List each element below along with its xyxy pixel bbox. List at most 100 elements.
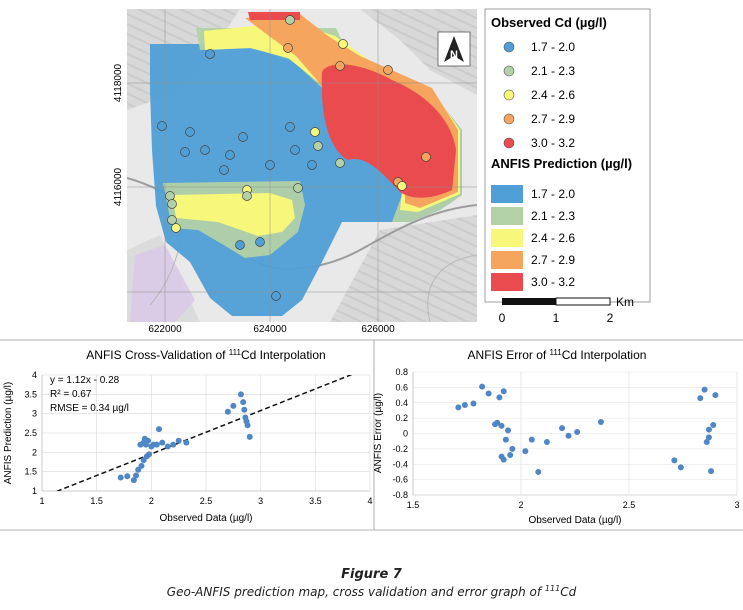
err-data-point: [461, 402, 468, 409]
err-data-point: [565, 432, 572, 439]
err-data-point: [479, 383, 486, 390]
legend-prediction-title: ANFIS Prediction (µg/l): [491, 156, 632, 171]
legend-prediction-label: 2.7 - 2.9: [531, 253, 575, 267]
cv-data-point: [133, 472, 140, 479]
observed-point: [235, 240, 245, 250]
err-data-point: [522, 448, 529, 455]
cv-points: [117, 391, 253, 484]
err-x-tick: 2.5: [623, 500, 636, 510]
err-y-tick: -0.4: [392, 459, 408, 469]
cv-x-tick: 3.5: [309, 496, 322, 506]
err-x-label: Observed Data (µg/l): [528, 515, 621, 526]
err-chart-title: ANFIS Error of 111Cd Interpolation: [468, 348, 647, 362]
err-data-point: [505, 427, 512, 434]
map-legend: Observed Cd (µg/l) ANFIS Prediction (µg/…: [484, 8, 651, 303]
north-arrow-icon: N: [437, 31, 471, 67]
err-data-point: [701, 386, 708, 393]
observed-point: [383, 65, 393, 75]
observed-point: [310, 127, 320, 137]
legend-marker: [503, 41, 515, 53]
cv-trendline: [55, 375, 353, 491]
err-data-point: [535, 468, 542, 475]
observed-point: [242, 191, 252, 201]
legend-items: 1.7 - 2.0 1.7 - 2.0 2.1 - 2.3 2.1 - 2.3 2.4 …: [491, 40, 575, 291]
legend-marker: [503, 65, 515, 77]
err-data-point: [509, 445, 516, 452]
err-data-point: [498, 422, 505, 429]
observed-point: [219, 165, 229, 175]
err-data-point: [574, 428, 581, 435]
map-x-tick: 624000: [253, 324, 287, 335]
cv-data-point: [124, 473, 131, 480]
cv-data-point: [130, 477, 137, 484]
cv-data-point: [117, 474, 124, 481]
legend-prediction-label: 2.1 - 2.3: [531, 209, 575, 223]
legend-swatch: [491, 207, 523, 225]
observed-point: [157, 121, 167, 131]
cv-x-tick: 1: [39, 496, 44, 506]
legend-swatch: [491, 251, 523, 269]
observed-point: [421, 152, 431, 162]
cv-data-point: [224, 408, 231, 415]
legend-observed-label: 1.7 - 2.0: [531, 40, 575, 54]
observed-point: [180, 147, 190, 157]
cv-x-tick: 1.5: [90, 496, 103, 506]
observed-point: [185, 127, 195, 137]
legend-observed-title: Observed Cd (µg/l): [491, 15, 607, 30]
err-y-tick: 0: [403, 429, 408, 439]
err-tick-labels: 1.5 2 2.5 3 -0.8 -0.6 -0.4 -0.2 0 0.2 0.4 0.6 0.8: [392, 367, 739, 510]
legend-observed-label: 3.0 - 3.2: [531, 136, 575, 150]
cv-data-point: [244, 422, 251, 429]
map-y-tick: 4116000: [113, 167, 124, 206]
err-y-tick: -0.8: [392, 490, 408, 500]
err-data-point: [500, 456, 507, 463]
zone-2.4-2.6-south: [172, 193, 295, 236]
cv-data-point: [240, 399, 247, 406]
prediction-map: [127, 9, 477, 322]
cv-data-point: [246, 433, 253, 440]
observed-point: [307, 160, 317, 170]
err-x-tick: 1.5: [407, 500, 420, 510]
err-x-tick: 3: [734, 500, 739, 510]
err-data-point: [708, 468, 715, 475]
err-data-point: [697, 395, 704, 402]
err-data-point: [470, 400, 477, 407]
observed-point: [313, 141, 323, 151]
north-label: N: [450, 49, 458, 61]
legend-marker: [503, 89, 515, 101]
err-data-point: [496, 394, 503, 401]
cv-data-point: [155, 426, 162, 433]
cv-data-point: [159, 439, 166, 446]
cv-data-point: [153, 441, 160, 448]
observed-point: [265, 160, 275, 170]
err-data-point: [485, 390, 492, 397]
observed-points: [157, 15, 431, 301]
error-chart: ANFIS Error of 111Cd Interpolation 1.5 2 2…: [373, 348, 740, 526]
err-x-tick: 2: [518, 500, 523, 510]
cv-x-label: Observed Data (µg/l): [159, 513, 252, 524]
cv-x-tick: 2.5: [200, 496, 213, 506]
observed-point: [335, 158, 345, 168]
observed-point: [225, 150, 235, 160]
scale-label-2: 2: [607, 311, 614, 325]
observed-point: [255, 237, 265, 247]
cv-data-point: [237, 391, 244, 398]
observed-point: [397, 181, 407, 191]
cv-chart-title: ANFIS Cross-Validation of 111Cd Interpol…: [86, 348, 325, 362]
observed-point: [171, 223, 181, 233]
cv-data-point: [241, 406, 248, 413]
cv-y-tick: 1: [32, 486, 37, 496]
err-data-point: [705, 426, 712, 433]
err-y-tick: 0.8: [395, 367, 408, 377]
cv-y-tick: 3.5: [24, 389, 37, 399]
map-x-tick: 626000: [361, 324, 395, 335]
observed-point: [285, 122, 295, 132]
cv-data-point: [170, 441, 177, 448]
observed-point: [290, 145, 300, 155]
err-data-point: [500, 388, 507, 395]
err-y-tick: 0.2: [395, 413, 408, 423]
err-y-tick: 0.4: [395, 398, 408, 408]
cv-data-point: [175, 437, 182, 444]
legend-observed-label: 2.7 - 2.9: [531, 112, 575, 126]
err-y-label: ANFIS Error (µg/l): [373, 393, 384, 473]
